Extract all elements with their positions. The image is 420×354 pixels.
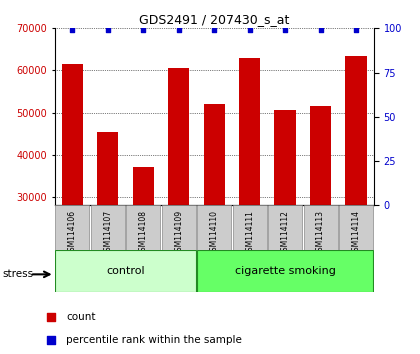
Bar [162, 205, 196, 250]
Bar [345, 56, 367, 205]
Text: GSM114107: GSM114107 [103, 210, 112, 256]
Bar [91, 205, 125, 250]
Bar [62, 64, 83, 205]
Point [105, 28, 111, 33]
Bar [97, 132, 118, 205]
Text: stress: stress [2, 269, 33, 279]
Bar [239, 58, 260, 205]
Text: percentile rank within the sample: percentile rank within the sample [66, 335, 242, 346]
Bar [310, 106, 331, 205]
Bar [197, 250, 373, 292]
Bar [197, 205, 231, 250]
Bar [275, 110, 296, 205]
Text: control: control [106, 266, 145, 276]
Text: GSM114106: GSM114106 [68, 210, 77, 256]
Title: GDS2491 / 207430_s_at: GDS2491 / 207430_s_at [139, 13, 289, 26]
Point [317, 28, 324, 33]
Point [211, 28, 218, 33]
Text: GSM114109: GSM114109 [174, 210, 183, 256]
Point [69, 28, 76, 33]
Text: cigarette smoking: cigarette smoking [235, 266, 336, 276]
Bar [126, 205, 160, 250]
Point [48, 337, 55, 343]
Point [140, 28, 147, 33]
Text: GSM114114: GSM114114 [352, 210, 360, 256]
Point [282, 28, 289, 33]
Point [246, 28, 253, 33]
Bar [204, 104, 225, 205]
Bar [133, 167, 154, 205]
Text: GSM114108: GSM114108 [139, 210, 148, 256]
Bar [268, 205, 302, 250]
Bar [168, 68, 189, 205]
Bar [304, 205, 338, 250]
Text: GSM114112: GSM114112 [281, 210, 290, 256]
Bar [339, 205, 373, 250]
Point [176, 28, 182, 33]
Point [353, 28, 360, 33]
Text: GSM114111: GSM114111 [245, 210, 254, 256]
Text: GSM114110: GSM114110 [210, 210, 219, 256]
Bar [55, 205, 89, 250]
Point [48, 314, 55, 320]
Text: count: count [66, 312, 95, 322]
Text: GSM114113: GSM114113 [316, 210, 325, 256]
Bar [233, 205, 267, 250]
Bar [55, 250, 196, 292]
